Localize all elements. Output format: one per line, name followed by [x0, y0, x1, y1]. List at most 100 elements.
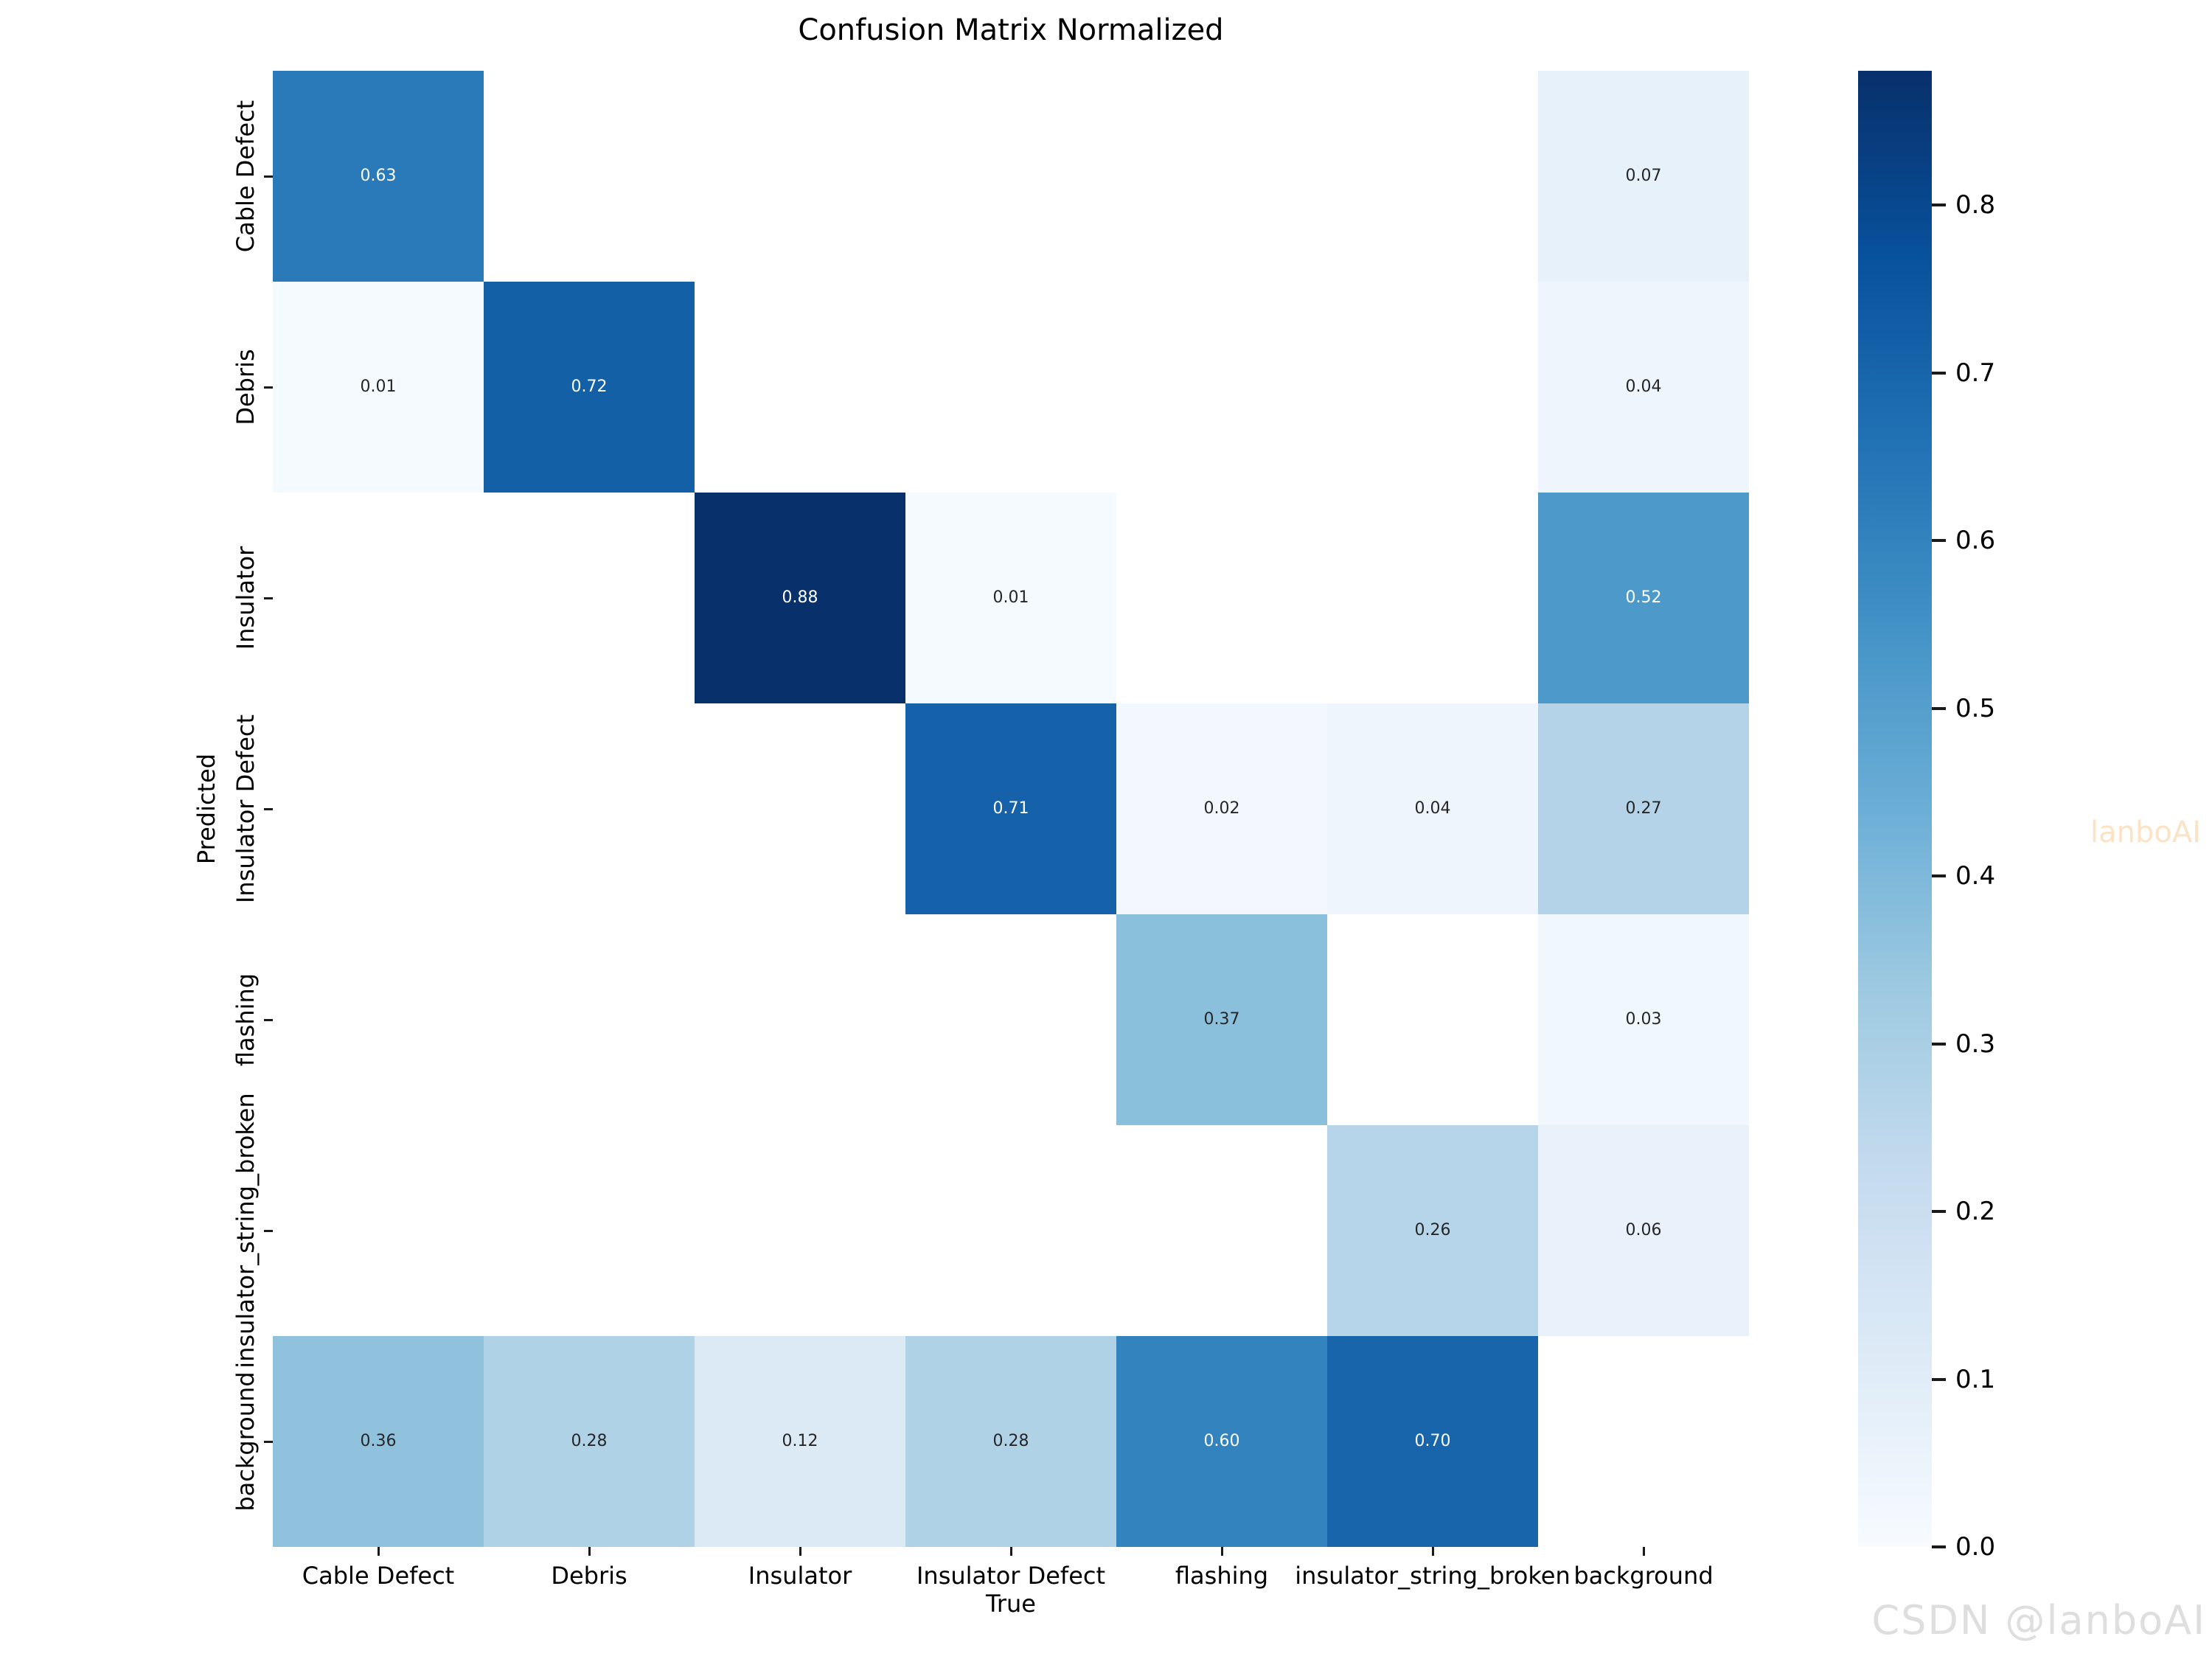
colorbar-tick-mark [1932, 371, 1946, 375]
heatmap-cell: 0.52 [1538, 493, 1749, 703]
heatmap-cell [1116, 282, 1327, 493]
y-axis-title: Predicted [192, 753, 220, 865]
heatmap-cell [1327, 493, 1538, 703]
x-tick-mark [377, 1547, 380, 1556]
x-tick-label: Insulator [748, 1562, 852, 1590]
y-tick-mark [264, 807, 273, 810]
colorbar-tick-label: 0.7 [1955, 358, 1996, 388]
colorbar-gradient [1858, 71, 1932, 1547]
heatmap-cell: 0.37 [1116, 914, 1327, 1125]
heatmap-cell: 0.07 [1538, 71, 1749, 282]
x-tick-label: Debris [551, 1562, 627, 1590]
y-tick-label: Debris [232, 349, 260, 425]
y-tick-label: background [232, 1371, 260, 1512]
heatmap-cell: 0.26 [1327, 1125, 1538, 1336]
y-tick-mark [264, 1229, 273, 1232]
heatmap-cell: 0.72 [484, 282, 695, 493]
colorbar-tick-label: 0.4 [1955, 861, 1996, 891]
heatmap-cell: 0.12 [695, 1336, 905, 1547]
colorbar-tick-label: 0.6 [1955, 526, 1996, 555]
heatmap-cell: 0.04 [1327, 703, 1538, 914]
heatmap-cell: 0.06 [1538, 1125, 1749, 1336]
heatmap-cell [484, 703, 695, 914]
heatmap-cell [273, 914, 484, 1125]
colorbar-tick-mark [1932, 539, 1946, 542]
heatmap-cell [1327, 914, 1538, 1125]
heatmap-cell [905, 1125, 1116, 1336]
heatmap-cell [484, 71, 695, 282]
y-tick-mark [264, 1018, 273, 1021]
heatmap-cell: 0.28 [484, 1336, 695, 1547]
x-tick-label: background [1573, 1562, 1714, 1590]
y-tick-label: flashing [232, 973, 260, 1067]
heatmap-cell [695, 914, 905, 1125]
heatmap-cell [695, 703, 905, 914]
colorbar-tick-mark [1932, 1210, 1946, 1213]
x-tick-mark [799, 1547, 801, 1556]
heatmap-cell [905, 71, 1116, 282]
heatmap-cell: 0.70 [1327, 1336, 1538, 1547]
heatmap-cell: 0.88 [695, 493, 905, 703]
heatmap-cell: 0.02 [1116, 703, 1327, 914]
heatmap-cell: 0.71 [905, 703, 1116, 914]
y-tick-label: insulator_string_broken [232, 1093, 260, 1368]
colorbar-tick-mark [1932, 874, 1946, 877]
y-tick-mark [264, 597, 273, 599]
x-tick-label: Insulator Defect [916, 1562, 1106, 1590]
colorbar-tick-label: 0.1 [1955, 1364, 1996, 1394]
heatmap-cell: 0.01 [905, 493, 1116, 703]
heatmap-cell: 0.60 [1116, 1336, 1327, 1547]
x-tick-label: insulator_string_broken [1295, 1562, 1571, 1590]
x-tick-mark [1220, 1547, 1223, 1556]
colorbar-tick-label: 0.3 [1955, 1029, 1996, 1059]
x-tick-mark [1009, 1547, 1012, 1556]
y-tick-mark [264, 1440, 273, 1443]
heatmap-cell [1327, 282, 1538, 493]
x-tick-label: Cable Defect [302, 1562, 455, 1590]
colorbar-tick-label: 0.2 [1955, 1197, 1996, 1226]
colorbar-tick-mark [1932, 1377, 1946, 1381]
colorbar-tick-mark [1932, 204, 1946, 206]
colorbar-tick-label: 0.5 [1955, 693, 1996, 723]
y-tick-mark [264, 175, 273, 178]
heatmap-cell [484, 1125, 695, 1336]
heatmap-cell [695, 1125, 905, 1336]
x-axis-title: True [986, 1590, 1036, 1618]
y-tick-label: Insulator [232, 546, 260, 650]
heatmap-cell: 0.63 [273, 71, 484, 282]
colorbar-tick-mark [1932, 1042, 1946, 1046]
heatmap-cell [484, 914, 695, 1125]
heatmap-cell [484, 493, 695, 703]
heatmap-cell: 0.03 [1538, 914, 1749, 1125]
colorbar-tick-label: 0.0 [1955, 1532, 1996, 1562]
x-tick-mark [1642, 1547, 1645, 1556]
heatmap-cell: 0.04 [1538, 282, 1749, 493]
x-tick-mark [1431, 1547, 1434, 1556]
heatmap-cell [273, 1125, 484, 1336]
watermark-csdn-lanboai: CSDN @lanboAI [1871, 1597, 2206, 1644]
heatmap-cell: 0.28 [905, 1336, 1116, 1547]
heatmap-cell [1116, 71, 1327, 282]
heatmap-cell [905, 914, 1116, 1125]
y-tick-mark [264, 386, 273, 389]
heatmap-cell: 0.27 [1538, 703, 1749, 914]
heatmap-cell: 0.01 [273, 282, 484, 493]
heatmap-cell [273, 493, 484, 703]
heatmap-cell [1116, 1125, 1327, 1336]
heatmap-cell [1116, 493, 1327, 703]
watermark-lanboai: lanboAI [2090, 815, 2201, 849]
heatmap-plot-area: 0.63 0.07 0.01 0.72 0.04 0.88 0.01 0.52 0.71 0.02… [273, 71, 1749, 1547]
heatmap-cell [905, 282, 1116, 493]
x-tick-mark [588, 1547, 591, 1556]
chart-title: Confusion Matrix Normalized [798, 13, 1224, 47]
y-tick-label: Cable Defect [232, 100, 260, 253]
colorbar-tick-label: 0.8 [1955, 190, 1996, 220]
heatmap-cell [695, 71, 905, 282]
x-tick-label: flashing [1175, 1562, 1269, 1590]
colorbar-tick-mark [1932, 706, 1946, 710]
y-tick-label: Insulator Defect [232, 714, 260, 904]
heatmap-cell [1538, 1336, 1749, 1547]
heatmap-cell: 0.36 [273, 1336, 484, 1547]
heatmap-cell [1327, 71, 1538, 282]
